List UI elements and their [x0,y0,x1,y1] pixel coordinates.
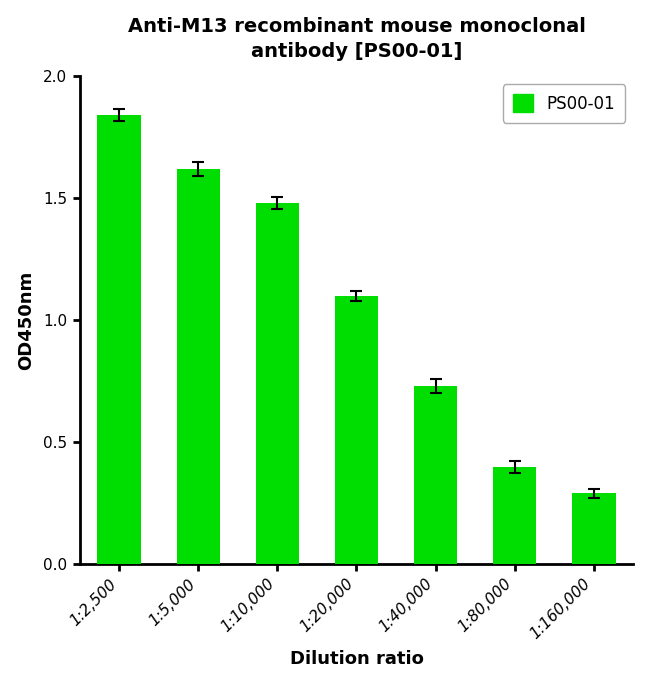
Bar [98,115,141,564]
Bar [572,493,616,564]
Bar [414,386,458,564]
Bar [255,203,299,564]
X-axis label: Dilution ratio: Dilution ratio [289,650,423,669]
Title: Anti-M13 recombinant mouse monoclonal
antibody [PS00-01]: Anti-M13 recombinant mouse monoclonal an… [127,16,586,61]
Bar [335,296,378,564]
Bar [177,169,220,564]
Legend: PS00-01: PS00-01 [503,84,625,123]
Bar [493,466,536,564]
Y-axis label: OD450nm: OD450nm [17,271,34,370]
